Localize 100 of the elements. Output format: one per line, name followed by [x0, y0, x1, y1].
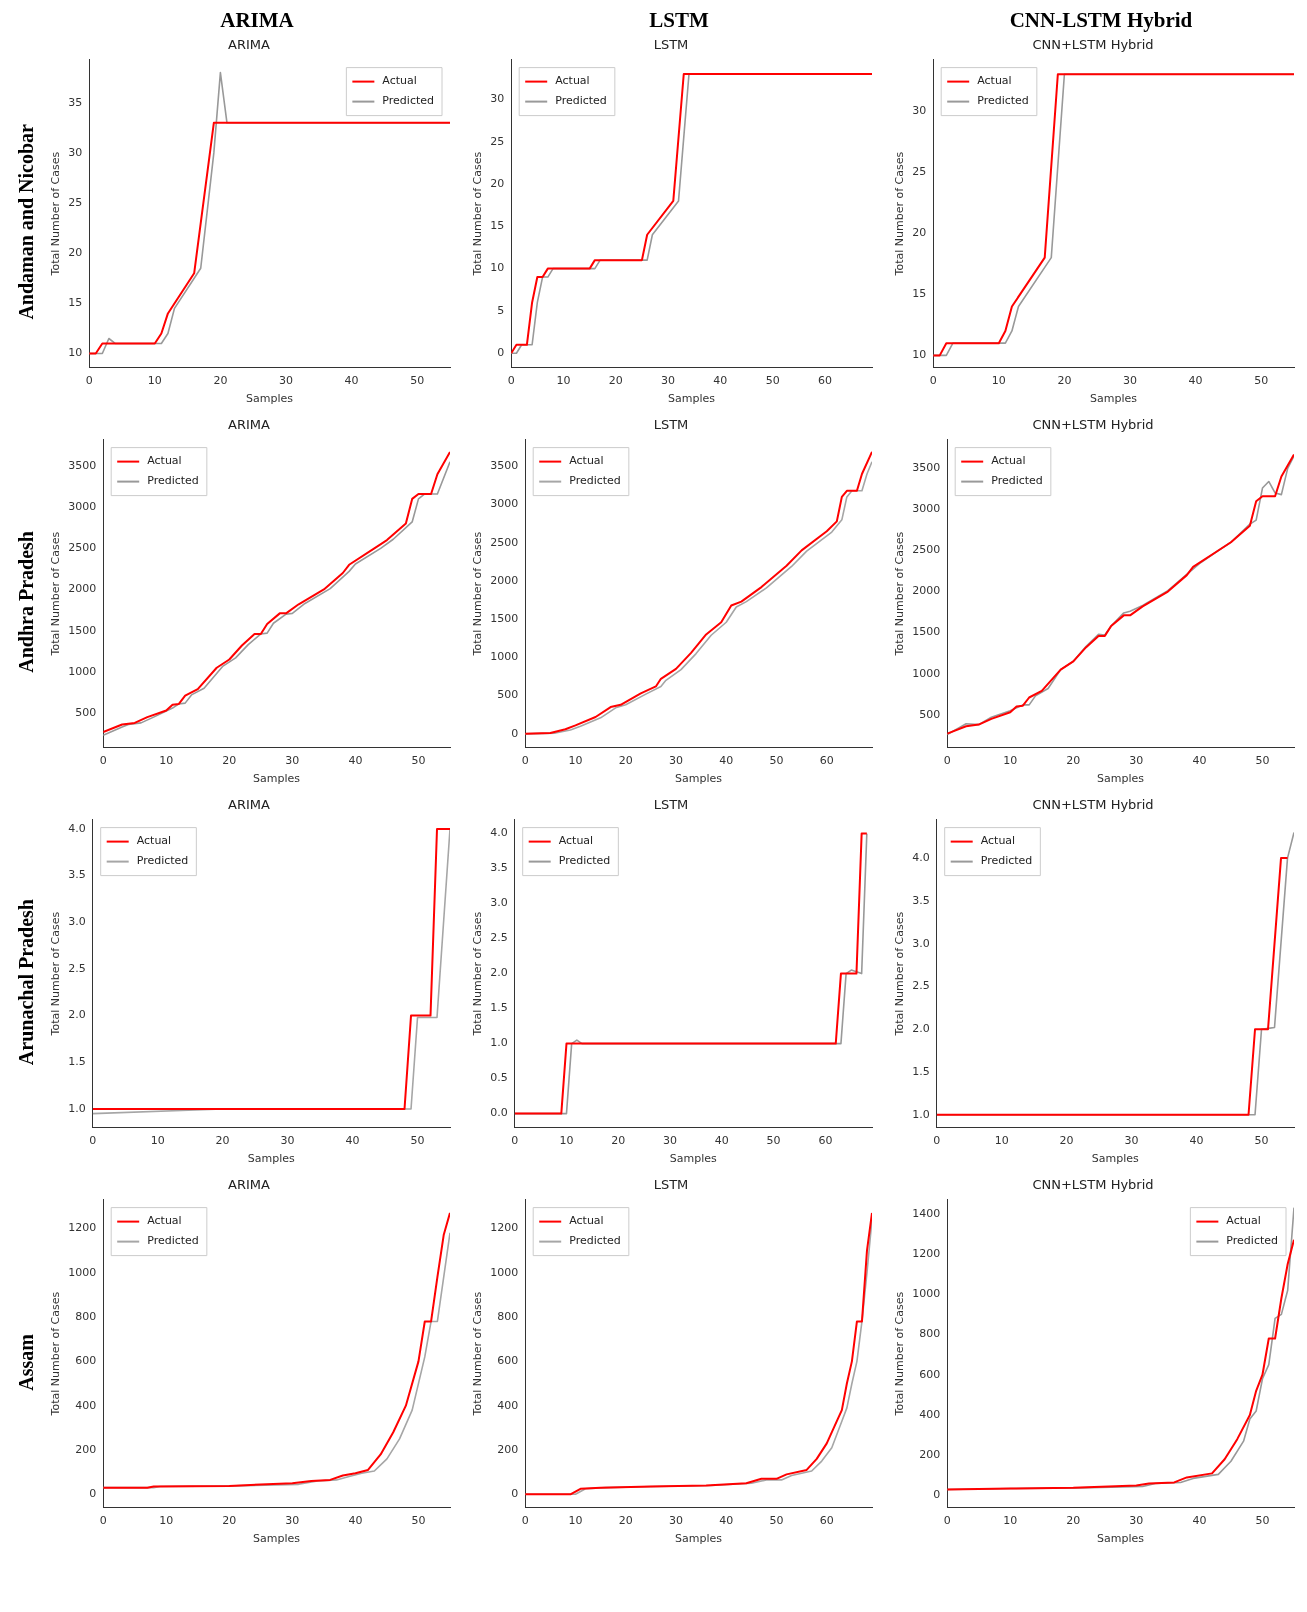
- y-tick-label: 0: [89, 1487, 97, 1501]
- y-tick-label: 1.5: [68, 1055, 86, 1069]
- legend-label: Predicted: [147, 1234, 199, 1248]
- x-tick-label: 10: [568, 1514, 583, 1528]
- x-axis-title: Samples: [1097, 1532, 1145, 1546]
- y-tick-label: 1500: [490, 612, 519, 626]
- x-axis-title: Samples: [675, 772, 723, 786]
- y-axis-title: Total Number of Cases: [49, 151, 63, 277]
- x-tick-label: 40: [348, 1514, 363, 1528]
- x-tick-label: 60: [817, 374, 832, 388]
- y-tick-label: 600: [497, 1354, 519, 1368]
- x-tick-label: 0: [99, 1514, 107, 1528]
- y-tick-label: 600: [919, 1367, 941, 1381]
- y-tick-label: 0.0: [490, 1106, 508, 1120]
- y-tick-label: 1000: [912, 1287, 941, 1301]
- text: Andhra Pradesh: [14, 531, 38, 673]
- y-tick-label: 4.0: [490, 826, 508, 840]
- y-axis-title: Total Number of Cases: [471, 531, 485, 657]
- x-tick-label: 50: [410, 1134, 425, 1148]
- legend-label: Actual: [147, 454, 182, 468]
- y-tick-label: 1500: [912, 625, 941, 639]
- y-tick-label: 2500: [912, 543, 941, 557]
- x-tick-label: 20: [618, 754, 633, 768]
- y-tick-label: 1200: [912, 1246, 941, 1260]
- legend-label: Predicted: [569, 474, 621, 488]
- x-tick-label: 10: [150, 1134, 165, 1148]
- chart-title: LSTM: [653, 797, 689, 813]
- y-tick-label: 3500: [490, 459, 519, 473]
- chart-title: ARIMA: [228, 417, 271, 433]
- legend-label: Actual: [569, 454, 604, 468]
- y-tick-label: 3000: [68, 499, 97, 513]
- y-tick-label: 3500: [68, 458, 97, 472]
- x-tick-label: 50: [411, 1514, 426, 1528]
- y-axis-title: Total Number of Cases: [49, 1291, 63, 1417]
- y-tick-label: 2000: [912, 584, 941, 598]
- legend-label: Predicted: [136, 854, 189, 868]
- y-axis-title: Total Number of Cases: [893, 911, 907, 1037]
- x-tick-label: 60: [819, 1514, 834, 1528]
- y-tick-label: 15: [490, 219, 505, 233]
- y-tick-label: 0: [511, 1487, 519, 1501]
- y-tick-label: 0: [497, 346, 505, 360]
- y-tick-label: 1400: [912, 1206, 941, 1220]
- y-tick-label: 2.5: [68, 961, 86, 975]
- y-tick-label: 10: [490, 261, 505, 275]
- y-tick-label: 2.0: [912, 1022, 930, 1036]
- x-tick-label: 30: [280, 1134, 295, 1148]
- y-tick-label: 500: [497, 688, 519, 702]
- x-tick-label: 10: [568, 754, 583, 768]
- y-tick-label: 3.0: [68, 915, 86, 929]
- y-tick-label: 4.0: [912, 850, 930, 864]
- y-tick-label: 30: [68, 145, 83, 159]
- y-tick-label: 3500: [912, 461, 941, 475]
- legend-label: Predicted: [382, 94, 434, 108]
- legend-label: Actual: [558, 834, 594, 848]
- x-tick-label: 20: [222, 754, 237, 768]
- y-tick-label: 15: [68, 296, 83, 310]
- x-tick-label: 30: [285, 754, 300, 768]
- y-tick-label: 2000: [68, 582, 97, 596]
- x-tick-label: 50: [411, 754, 426, 768]
- x-tick-label: 40: [348, 754, 363, 768]
- y-tick-label: 20: [490, 176, 505, 190]
- x-tick-label: 40: [1189, 1134, 1204, 1148]
- x-tick-label: 50: [1255, 754, 1270, 768]
- y-axis-title: Total Number of Cases: [49, 531, 63, 657]
- legend-label: Predicted: [980, 854, 1033, 868]
- x-tick-label: 40: [1192, 1514, 1207, 1528]
- y-tick-label: 400: [75, 1398, 97, 1412]
- x-tick-label: 50: [765, 374, 780, 388]
- y-tick-label: 30: [490, 92, 505, 106]
- y-tick-label: 2.0: [68, 1008, 86, 1022]
- x-tick-label: 30: [663, 1134, 678, 1148]
- y-tick-label: 3.0: [912, 936, 930, 950]
- legend-label: Actual: [569, 1214, 604, 1228]
- y-tick-label: 1200: [490, 1221, 519, 1235]
- legend-label: Predicted: [991, 474, 1043, 488]
- y-tick-label: 1500: [68, 623, 97, 637]
- x-axis-title: Samples: [1091, 1152, 1140, 1166]
- x-tick-label: 20: [1066, 1514, 1081, 1528]
- legend-label: Predicted: [147, 474, 199, 488]
- x-tick-label: 30: [668, 1514, 683, 1528]
- legend-label: Predicted: [977, 94, 1029, 108]
- y-axis-title: Total Number of Cases: [893, 531, 907, 657]
- x-tick-label: 40: [345, 1134, 360, 1148]
- y-tick-label: 10: [912, 348, 927, 362]
- y-tick-label: 1.5: [490, 1001, 508, 1015]
- y-tick-label: 400: [497, 1398, 519, 1412]
- y-tick-label: 3.5: [490, 861, 508, 875]
- chart-title: ARIMA: [228, 37, 271, 53]
- legend-label: Actual: [555, 74, 590, 88]
- text: Arunachal Pradesh: [14, 898, 38, 1066]
- y-tick-label: 20: [68, 246, 83, 260]
- x-tick-label: 0: [521, 754, 529, 768]
- y-tick-label: 1200: [68, 1221, 97, 1235]
- legend-label: Predicted: [555, 94, 607, 108]
- y-tick-label: 1000: [912, 666, 941, 680]
- x-tick-label: 10: [147, 374, 162, 388]
- chart-title: CNN+LSTM Hybrid: [1032, 1177, 1154, 1193]
- x-tick-label: 10: [991, 374, 1006, 388]
- text: CNN-LSTM Hybrid: [1008, 8, 1194, 34]
- x-tick-label: 30: [1129, 754, 1144, 768]
